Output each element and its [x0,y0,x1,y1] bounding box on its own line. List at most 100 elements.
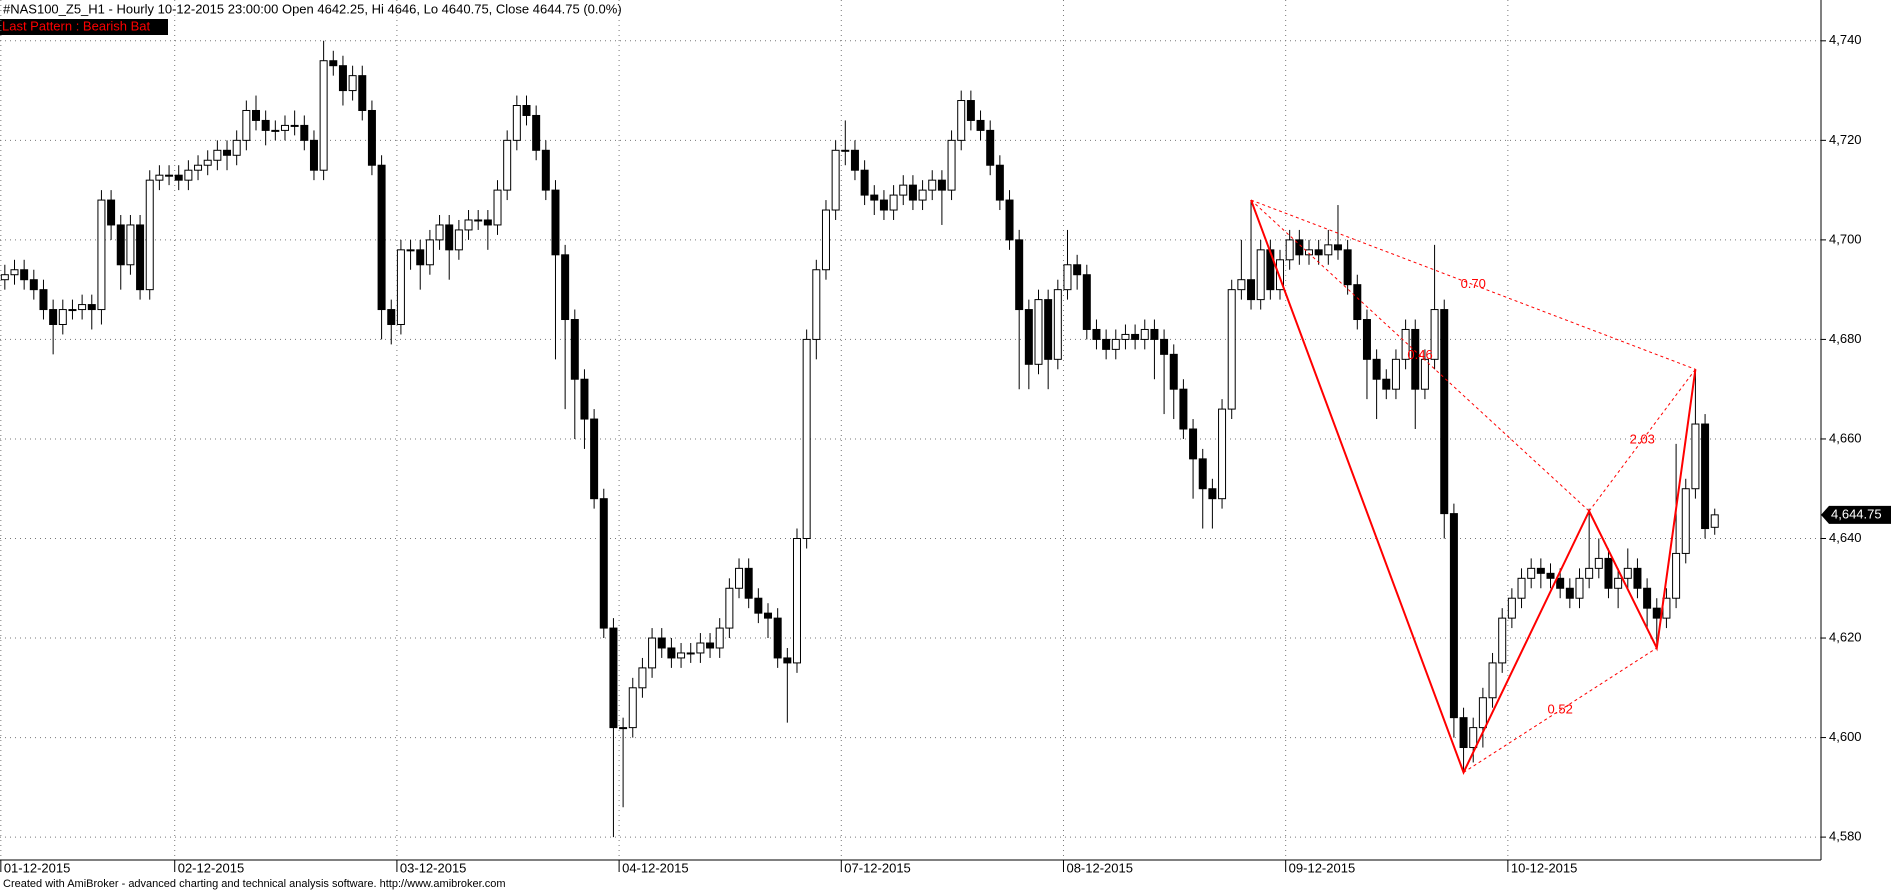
candle-body [309,139,318,171]
candle-body [10,269,19,276]
candle-body [165,174,174,177]
candle-body [126,224,135,266]
candle-body [1556,577,1565,589]
candle-body [223,149,232,156]
candle-body [1488,662,1497,699]
candle-body [396,249,405,325]
pattern-line [1250,199,1697,775]
candle-body [638,667,647,689]
candle-body [1623,567,1632,579]
candle-body [1276,259,1285,291]
candle-body [1304,249,1313,256]
candle-body [1391,358,1400,390]
candle-body [1643,587,1652,609]
candle-body [706,642,715,649]
y-tick-label: 4,700 [1829,231,1862,246]
candle-body [1681,488,1690,554]
candle-body [213,149,222,161]
candle-body [831,149,840,211]
pattern-ratio: 0.52 [1548,702,1573,717]
candle-body [821,209,830,271]
candle-body [1111,338,1120,350]
candle-body [194,164,203,171]
candle-body [532,114,541,151]
candle-body [58,309,67,325]
candle-body [937,179,946,191]
candle-body [1160,338,1169,355]
candle-body [290,124,299,127]
candle-body [242,109,251,141]
candle-body [338,65,347,92]
candle-body [1044,299,1053,360]
candle-body [1469,727,1478,749]
y-tick-label: 4,620 [1829,629,1862,644]
pattern-ratio: 2.03 [1630,432,1655,447]
candle-body [1092,328,1101,340]
candle-body [986,129,995,166]
candle-body [551,189,560,256]
candle-body [232,139,241,156]
y-tick-label: 4,600 [1829,729,1862,744]
candle-body [1652,607,1661,619]
candle-body [0,274,9,281]
candle-body [1604,557,1613,589]
candle-body [445,224,454,251]
candle-body [957,100,966,141]
candle-body [1131,333,1140,340]
candle-body [300,124,309,141]
candle-body [1536,567,1545,574]
candle-body [1198,458,1207,490]
candle-body [1285,239,1294,261]
candle-body [1005,199,1014,241]
candle-body [116,224,125,266]
candle-body [261,119,270,131]
candle-body [1179,388,1188,430]
candle-body [619,727,628,730]
candle-body [541,149,550,191]
candle-body [1353,284,1362,321]
candle-body [1710,514,1719,528]
candle-body [136,224,145,291]
candle-body [657,637,666,649]
candle-body [1527,567,1536,579]
candle-body [648,637,657,669]
chart-title: #NAS100_Z5_H1 - Hourly 10-12-2015 23:00:… [3,1,622,16]
candle-body [1633,567,1642,589]
candle-body [1082,274,1091,330]
candle-body [367,109,376,166]
pattern-label-bg [0,19,168,35]
candle-body [1247,279,1256,301]
candle-body [1189,428,1198,460]
x-tick-label: 01-12-2015 [4,860,71,875]
candle-body [1237,279,1246,291]
pattern-dashed-leg [1463,647,1658,773]
candle-body [841,149,850,152]
candle-body [561,254,570,321]
candle-body [889,194,898,211]
candle-body [686,652,695,655]
candle-body [1372,358,1381,380]
candle-body [1314,249,1323,256]
candle-body [1546,572,1555,579]
candle-body [1575,577,1584,599]
candle-body [1063,264,1072,291]
candle-body [329,60,338,67]
candle-body [870,194,879,201]
candle-body [87,304,96,311]
candle-body [783,657,792,664]
candle-body [1449,513,1458,719]
candle-body [1266,249,1275,291]
x-tick-label: 07-12-2015 [844,860,911,875]
candle-body [1121,333,1130,340]
candle-body [928,179,937,191]
last-price-box [1821,505,1891,524]
candle-body [1169,353,1178,390]
candle-body [49,309,58,325]
pattern-ratio: 0.46 [1407,347,1432,362]
candle-body [744,567,753,599]
candle-body [677,652,686,659]
candle-body [474,219,483,222]
candle-body [764,612,773,619]
candle-body [512,105,521,141]
candle-body [1150,328,1159,340]
